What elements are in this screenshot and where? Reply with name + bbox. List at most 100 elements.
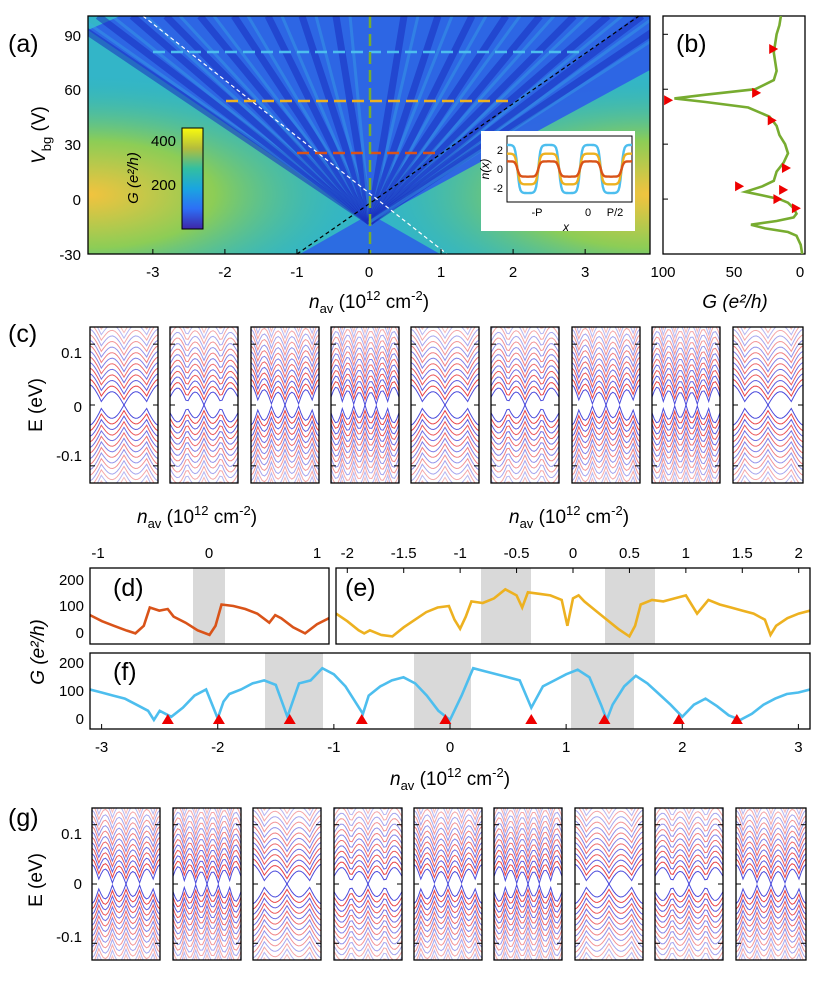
band-line [90,334,158,356]
diagonal-white [142,16,448,254]
band-line [572,414,640,437]
panel-e-top-tick: -0.5 [504,545,530,562]
panel-c-ytick-01: 0.1 [61,345,82,362]
ylabel-unit: (V) [29,106,50,137]
band-line [575,852,643,875]
band-line [255,470,315,483]
band-line [655,893,723,912]
band-line [733,378,803,401]
panel-b-curve [674,16,804,254]
band-line [572,367,640,390]
panel-a-xtick: 1 [437,264,445,281]
band-line [251,414,319,437]
band-line [349,808,387,815]
panel-f-shade-3 [571,653,634,729]
band-line [173,909,241,930]
band-line [92,831,160,853]
band-line [411,415,479,437]
band-line [170,431,238,451]
band-line [652,342,720,363]
band-line [183,808,231,816]
band-line [170,409,238,428]
band-lines [334,808,402,960]
band-line [736,842,806,864]
band-line [411,404,479,426]
band-line [96,947,156,960]
band-plot [571,326,641,484]
band-line [491,420,559,440]
band-line [170,437,238,456]
inset-curve-orange [507,160,632,178]
panel-d-frame [89,567,330,645]
band-line [575,910,643,932]
panel-e-top-tick: 2 [795,545,803,562]
band-line [491,331,559,351]
band-line [90,426,158,449]
band-line [331,336,399,357]
band-line [733,339,803,362]
band-line [491,376,559,396]
panel-f-xtick: 0 [446,739,454,756]
band-line [251,409,319,432]
panel-b-marker [781,162,791,173]
band-lines [411,327,479,483]
band-line [575,904,643,926]
band-line [414,909,482,932]
band-line [572,409,640,432]
band-line [251,328,319,351]
band-line [655,926,723,945]
band-line [334,834,402,853]
band-line [494,882,562,902]
inset-xlabel: x [562,220,570,234]
band-line [170,403,238,423]
band-line [170,348,238,368]
panel-e-frame [335,567,811,645]
panel-c-ylabel: E (eV) [26,378,47,432]
band-line [662,475,710,483]
band-line [584,953,634,960]
panel-b-xtick-0: 0 [796,264,804,281]
band-line [572,453,640,476]
xlabel-exp: 12 [366,288,380,303]
band-line [575,831,643,853]
band-line [411,361,479,384]
band-line [253,820,321,842]
band-line [491,343,559,362]
panel-b-xlabel: G (e²/h) [702,292,767,313]
band-line [90,328,158,351]
band-line [334,856,402,875]
band-line [90,356,158,379]
band-line [491,370,559,390]
band-line [655,882,723,901]
band-line [733,350,803,373]
band-line [411,328,479,351]
panel-c-label: (c) [8,320,37,348]
panel-d-top-tick-m1: -1 [91,545,104,562]
band-line [411,437,479,460]
band-line [170,327,238,340]
xlabel-exp2: -2 [411,288,423,303]
colorbar-tick-200: 200 [151,177,176,194]
band-line [506,327,544,334]
band-line [411,454,479,476]
panel-c: (c) E (eV) 0.1 0 -0.1 nav (1012 cm-2) na… [8,320,804,531]
band-line [491,426,559,445]
band-line [257,327,313,335]
band-line [253,814,321,837]
band-lines [655,808,723,960]
panel-f-ytick-100: 100 [59,683,84,700]
panel-a-ylabel: Vbg (V) [29,106,54,164]
heatmap-fan-lines [88,16,650,225]
panel-b-xtick-100: 100 [650,264,675,281]
band-line [411,409,479,432]
band-line [414,847,482,870]
band-line [251,362,319,385]
band-line [251,436,319,460]
band-lines [251,327,319,483]
band-line [173,920,241,940]
panel-d-curve [90,603,329,637]
band-line [572,328,640,351]
band-line [736,465,800,483]
band-line [733,345,803,367]
band-line [572,448,640,471]
